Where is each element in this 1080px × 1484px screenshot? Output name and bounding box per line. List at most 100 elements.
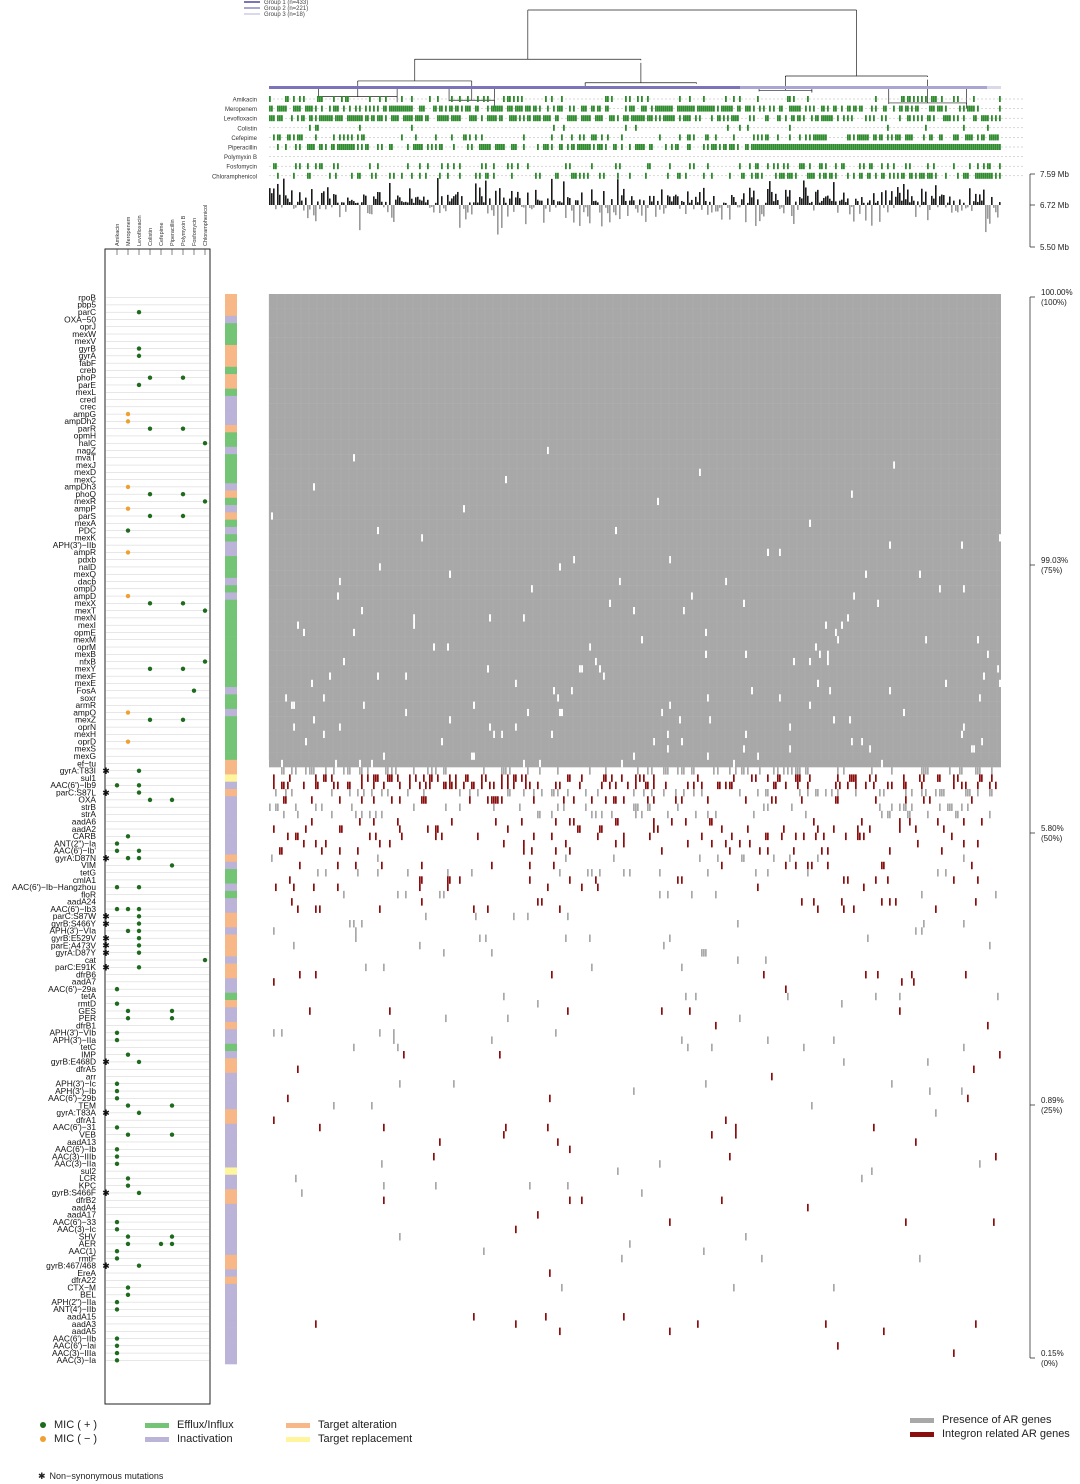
resistant-mark — [309, 124, 311, 131]
absence-cell — [293, 723, 295, 731]
category-cell — [225, 905, 237, 914]
presence-cell — [413, 767, 415, 775]
resistant-mark — [871, 163, 873, 170]
presence-cell — [647, 781, 649, 790]
presence-cell — [815, 832, 817, 841]
presence-cell — [629, 869, 631, 877]
presence-row — [269, 294, 1001, 302]
presence-row — [269, 730, 1001, 739]
resistant-mark — [481, 115, 483, 122]
resistant-mark — [561, 144, 563, 150]
resistant-mark — [827, 115, 829, 122]
resistant-mark — [567, 115, 569, 122]
genome-size-bar-above — [925, 191, 927, 205]
genome-size-bar-above — [835, 201, 837, 205]
resistant-mark — [517, 163, 519, 170]
resistant-mark — [427, 115, 429, 122]
presence-cell — [397, 1043, 399, 1052]
presence-cell — [337, 781, 339, 790]
absence-cell — [743, 745, 745, 753]
mic-column-label: Amikacin — [115, 224, 121, 246]
resistant-mark — [717, 115, 719, 122]
drug-row-label: Fosfomycin — [226, 165, 257, 171]
presence-cell — [577, 825, 579, 833]
genome-size-bar-below — [507, 205, 509, 217]
drug-row-label: Colistin — [237, 126, 257, 132]
presence-cell — [447, 883, 449, 892]
presence-cell — [857, 832, 859, 841]
genome-size-bar-below — [701, 205, 703, 210]
genome-size-bar-above — [381, 201, 383, 205]
target-alt-swatch — [286, 1422, 310, 1428]
resistant-mark — [441, 144, 443, 150]
presence-cell — [471, 869, 473, 877]
resistant-mark — [335, 105, 337, 112]
absence-cell — [473, 752, 475, 761]
absence-cell — [679, 716, 681, 724]
category-cell — [225, 898, 237, 906]
presence-row — [269, 366, 1001, 375]
presence-cell — [853, 905, 855, 913]
category-cell — [225, 1291, 237, 1299]
presence-cell — [657, 825, 659, 833]
category-cell — [225, 526, 237, 535]
resistant-mark — [793, 105, 795, 112]
legend-target-alt-label: Target alteration — [318, 1419, 397, 1431]
genome-size-bar-above — [921, 188, 923, 205]
genome-size-bar-above — [419, 199, 421, 205]
resistant-mark — [785, 144, 787, 150]
genome-size-bar-above — [905, 199, 907, 205]
resistant-mark — [711, 115, 713, 122]
presence-cell — [693, 767, 695, 775]
resistant-mark — [369, 163, 371, 170]
resistant-mark — [699, 105, 701, 112]
resistant-mark — [811, 172, 813, 179]
genome-size-bar-below — [531, 205, 533, 210]
genome-size-bar-below — [465, 205, 467, 220]
absence-cell — [449, 570, 451, 579]
gene-label: armR — [76, 700, 96, 710]
resistant-mark — [433, 105, 435, 112]
presence-row — [269, 679, 1001, 688]
legend-integron-label: Integron related AR genes — [942, 1428, 1070, 1440]
genome-size-bar-above — [335, 194, 337, 205]
resistant-mark — [553, 124, 555, 131]
resistant-mark — [395, 105, 397, 112]
genome-size-bar-above — [713, 195, 715, 205]
resistant-mark — [909, 96, 911, 102]
resistant-mark — [993, 144, 995, 150]
resistant-mark — [763, 105, 765, 112]
resistant-mark — [583, 115, 585, 122]
mic-dot — [180, 491, 186, 497]
presence-cell — [951, 832, 953, 841]
genome-size-bar-above — [657, 200, 659, 205]
presence-cell — [807, 767, 809, 775]
presence-cell — [533, 796, 535, 804]
resistant-mark — [417, 115, 419, 122]
resistant-mark — [441, 163, 443, 170]
resistant-mark — [537, 144, 539, 150]
presence-cell — [951, 803, 953, 812]
presence-cell — [361, 781, 363, 790]
resistant-mark — [675, 144, 677, 150]
presence-cell — [959, 767, 961, 775]
absence-cell — [869, 745, 871, 753]
presence-cell — [797, 767, 799, 775]
presence-cell — [273, 774, 275, 782]
absence-cell — [293, 701, 295, 710]
presence-cell — [909, 810, 911, 819]
presence-cell — [623, 796, 625, 804]
absence-cell — [433, 643, 435, 651]
resistant-mark — [961, 144, 963, 150]
category-cell — [225, 505, 237, 513]
absence-cell — [609, 599, 611, 608]
resistant-mark — [689, 115, 691, 122]
genome-size-bar-above — [631, 196, 633, 205]
category-cell — [225, 330, 237, 338]
resistant-mark — [535, 172, 537, 179]
presence-cell — [925, 767, 927, 775]
resistant-mark — [767, 163, 769, 170]
resistant-mark — [899, 105, 901, 112]
presence-cell — [863, 883, 865, 892]
genome-size-bar-above — [673, 196, 675, 205]
